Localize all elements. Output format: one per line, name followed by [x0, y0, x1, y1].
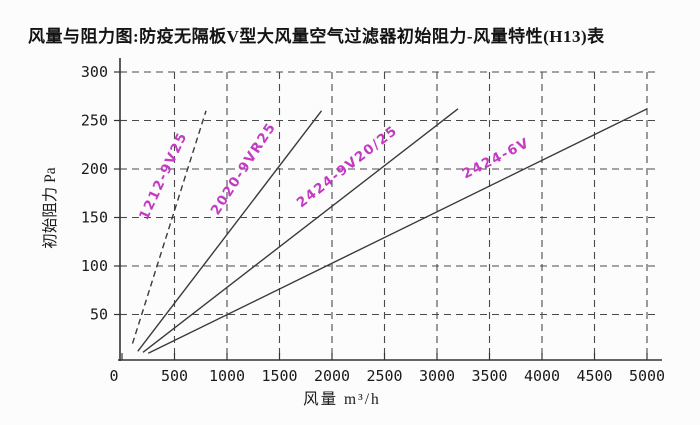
series-label-0: 1212-9V25 [136, 129, 191, 222]
y-tick-label: 100 [81, 257, 108, 275]
x-tick-label: 1000 [209, 367, 245, 385]
x-tick-label: 2500 [366, 367, 402, 385]
x-axis-title: 风量 m³/h [303, 391, 381, 408]
x-tick-label: 5000 [629, 367, 665, 385]
x-tick-label: 3500 [471, 367, 507, 385]
chart-title: 风量与阻力图:防疫无隔板V型大风量空气过滤器初始阻力-风量特性(H13)表 [28, 27, 605, 46]
x-tick-label: 1500 [261, 367, 297, 385]
series-line-0 [131, 110, 207, 344]
series-label-3: 2424-6V [460, 135, 533, 183]
x-tick-label: 0 [109, 367, 118, 385]
x-tick-label: 3000 [419, 367, 455, 385]
x-tick-label: 4500 [576, 367, 612, 385]
y-tick-label: 150 [81, 209, 108, 227]
y-tick-label: 50 [90, 306, 108, 324]
y-tick-label: 250 [81, 112, 108, 130]
series-line-3 [147, 108, 648, 354]
y-tick-label: 300 [81, 63, 108, 81]
y-axis-title: 初始阻力 Pa [41, 167, 59, 248]
x-tick-label: 500 [161, 367, 188, 385]
series-line-2 [142, 108, 459, 353]
x-tick-label: 4000 [524, 367, 560, 385]
x-tick-label: 2000 [314, 367, 350, 385]
series-line-1 [137, 110, 323, 352]
y-tick-label: 200 [81, 160, 108, 178]
